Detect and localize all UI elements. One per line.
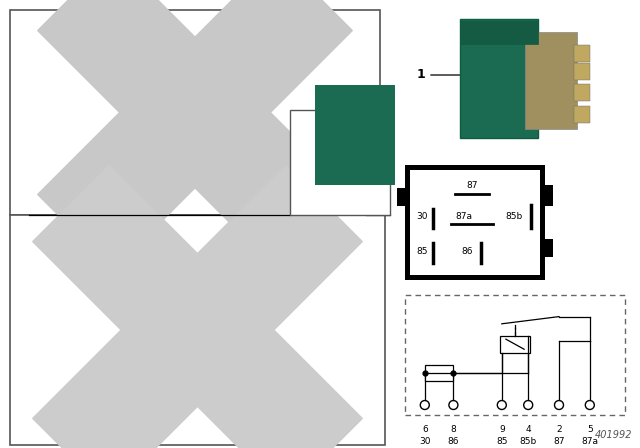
Bar — [460, 22, 538, 43]
Text: 30: 30 — [419, 436, 431, 445]
Text: 401992: 401992 — [595, 430, 632, 440]
Polygon shape — [33, 165, 362, 448]
Text: 85: 85 — [416, 247, 428, 256]
Polygon shape — [38, 0, 352, 270]
Bar — [10, 10, 380, 215]
Text: 85b: 85b — [506, 212, 523, 221]
Bar — [545, 185, 553, 206]
Text: 30: 30 — [416, 212, 428, 221]
Text: 85b: 85b — [520, 436, 537, 445]
Text: 4: 4 — [525, 425, 531, 434]
Bar — [574, 84, 590, 101]
Text: 85: 85 — [496, 436, 508, 445]
Bar — [500, 336, 530, 353]
Text: 86: 86 — [447, 436, 459, 445]
Text: 9: 9 — [499, 425, 505, 434]
Text: 1: 1 — [416, 69, 425, 82]
Bar — [397, 188, 405, 206]
Bar — [315, 85, 395, 185]
Text: 87: 87 — [467, 181, 478, 190]
Text: 87a: 87a — [581, 436, 598, 445]
Bar — [460, 19, 538, 138]
Bar — [405, 165, 545, 280]
Bar — [574, 63, 590, 80]
Text: 87: 87 — [553, 436, 564, 445]
Text: 2: 2 — [556, 425, 562, 434]
Text: 5: 5 — [587, 425, 593, 434]
Text: 87a: 87a — [456, 212, 472, 221]
Polygon shape — [33, 165, 362, 448]
Text: 8: 8 — [451, 425, 456, 434]
Bar — [574, 45, 590, 62]
Bar — [574, 106, 590, 123]
Text: 6: 6 — [422, 425, 428, 434]
Bar — [405, 295, 625, 415]
Bar — [425, 365, 453, 381]
Polygon shape — [38, 0, 352, 270]
Bar — [10, 215, 385, 445]
Bar — [290, 110, 390, 215]
Text: 86: 86 — [461, 247, 472, 256]
Bar — [410, 170, 540, 275]
Bar — [545, 239, 553, 257]
Bar — [525, 32, 577, 129]
